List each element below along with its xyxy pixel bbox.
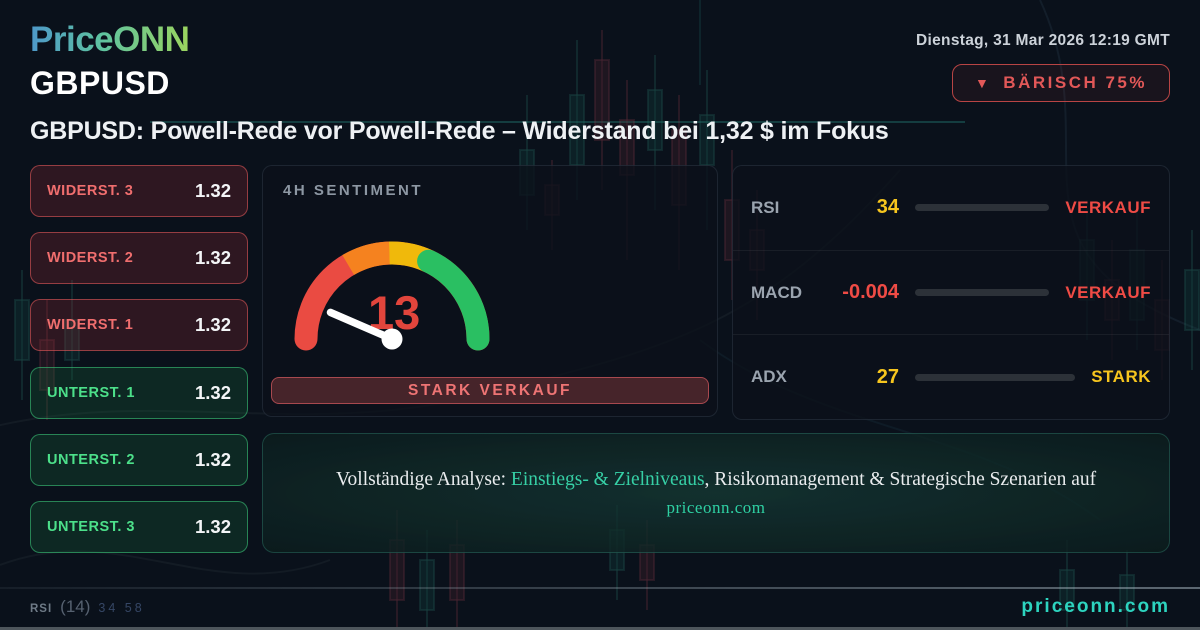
- indicator-value: 27: [876, 365, 899, 388]
- footer-rsi-label: RSI (14) 34 58: [30, 597, 145, 617]
- sentiment-title: 4H SENTIMENT: [283, 182, 424, 199]
- symbol-row: GBPUSD ▼ BÄRISCH 75%: [30, 64, 1170, 102]
- cta-domain-link[interactable]: priceonn.com: [666, 498, 766, 517]
- indicator-status: VERKAUF: [1065, 282, 1151, 302]
- pair-symbol: GBPUSD: [30, 64, 170, 101]
- bearish-badge-label: BÄRISCH 75%: [1003, 73, 1147, 92]
- indicator-status: VERKAUF: [1065, 197, 1151, 217]
- level-label: UNTERST. 2: [47, 451, 135, 468]
- level-value: 1.32: [194, 448, 231, 470]
- indicators-panel: RSI 34 VERKAUF MACD -0.004 VERKAUF ADX 2…: [732, 165, 1170, 420]
- sentiment-status-pill: STARK VERKAUF: [271, 377, 709, 404]
- level-label: WIDERST. 1: [47, 317, 134, 334]
- resistance-level-3: WIDERST. 3 1.32: [30, 165, 248, 217]
- indicator-row: RSI 34 VERKAUF: [733, 166, 1169, 250]
- timestamp: Dienstag, 31 Mar 2026 12:19 GMT: [916, 32, 1170, 49]
- level-label: WIDERST. 2: [47, 250, 134, 267]
- indicator-label: MACD: [751, 282, 802, 302]
- gauge-hub: [381, 328, 403, 350]
- level-label: WIDERST. 3: [47, 183, 134, 199]
- site-link[interactable]: priceonn.com: [1021, 596, 1170, 617]
- indicator-progress-bar: [915, 289, 1050, 296]
- gauge-needle: [326, 308, 396, 343]
- rsi-faded-values: 34 58: [98, 601, 145, 615]
- indicator-progress-bar: [915, 373, 1076, 381]
- brand-logo: PriceONN: [30, 20, 190, 59]
- cta-highlight: Einstiegs- & Zielniveaus: [510, 468, 705, 490]
- indicator-value: -0.004: [842, 281, 899, 303]
- level-label: UNTERST. 1: [47, 384, 135, 401]
- level-value: 1.32: [194, 180, 231, 201]
- levels-column: WIDERST. 3 1.32 WIDERST. 2 1.32 WIDERST.…: [30, 165, 248, 553]
- article-headline: GBPUSD: Powell-Rede vor Powell-Rede – Wi…: [30, 117, 889, 145]
- cta-text: Vollständige Analyse: Einstiegs- & Zieln…: [336, 468, 1096, 491]
- resistance-level-1: WIDERST. 1 1.32: [30, 299, 248, 352]
- sentiment-panel: 4H SENTIMENT 13 STARK VERKAUF: [262, 165, 718, 417]
- support-level-3: UNTERST. 3 1.32: [30, 500, 248, 553]
- cta-prefix: Vollständige Analyse:: [335, 468, 511, 490]
- resistance-level-2: WIDERST. 2 1.32: [30, 232, 248, 285]
- indicator-label: RSI: [751, 197, 780, 217]
- support-level-2: UNTERST. 2 1.32: [30, 433, 248, 486]
- indicator-label: ADX: [751, 367, 787, 387]
- rsi-period: (14): [60, 597, 91, 616]
- down-triangle-icon: ▼: [974, 75, 992, 91]
- rsi-indicator-name: RSI: [30, 603, 53, 615]
- cta-suffix: , Risikomanagement & Strategische Szenar…: [704, 468, 1097, 490]
- indicator-status: STARK: [1091, 367, 1151, 387]
- level-value: 1.32: [194, 247, 231, 269]
- level-label: UNTERST. 3: [47, 518, 135, 535]
- cta-box: Vollständige Analyse: Einstiegs- & Zieln…: [262, 433, 1170, 553]
- sentiment-gauge: 13: [294, 241, 490, 351]
- indicator-progress-bar: [915, 204, 1050, 212]
- level-value: 1.32: [194, 515, 231, 537]
- indicator-value: 34: [876, 196, 899, 219]
- level-value: 1.32: [194, 314, 231, 336]
- header-row: PriceONN Dienstag, 31 Mar 2026 12:19 GMT: [30, 20, 1170, 60]
- footer-bar: RSI (14) 34 58 priceonn.com: [0, 587, 1200, 627]
- bearish-badge: ▼ BÄRISCH 75%: [951, 64, 1170, 102]
- indicator-row: ADX 27 STARK: [733, 334, 1169, 419]
- main-grid: WIDERST. 3 1.32 WIDERST. 2 1.32 WIDERST.…: [30, 165, 1170, 553]
- indicator-row: MACD -0.004 VERKAUF: [733, 249, 1169, 335]
- level-value: 1.32: [194, 381, 231, 403]
- support-level-1: UNTERST. 1 1.32: [30, 366, 248, 419]
